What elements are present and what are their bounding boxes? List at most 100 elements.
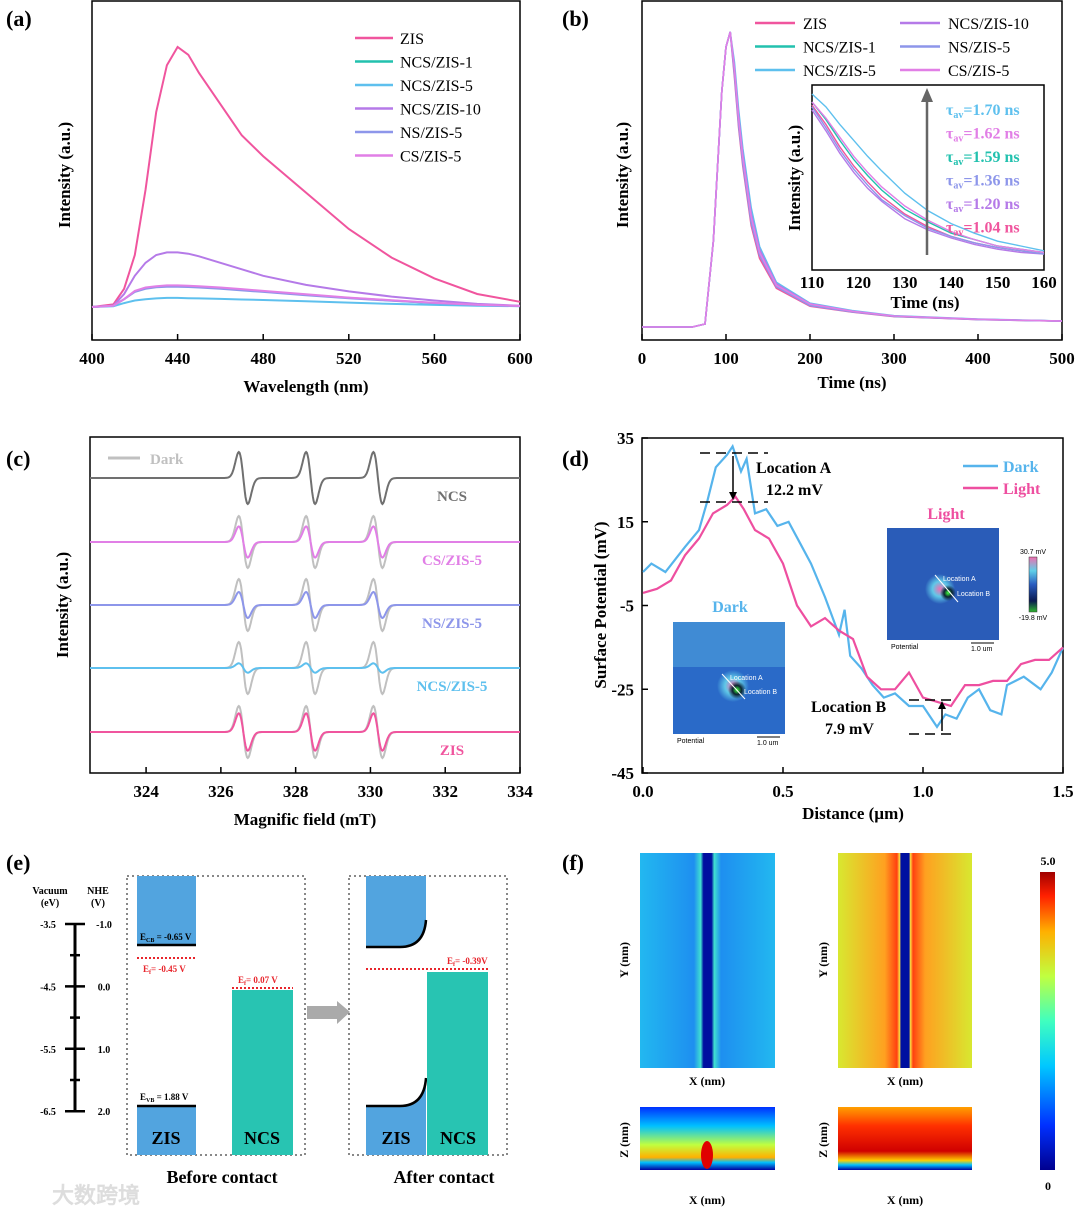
inset-x-tick-label: 120 [846,273,872,292]
series-line-zis [91,45,521,308]
epr-trace-ncs-zis-5 [90,662,520,674]
x-tick-label: 440 [165,349,191,368]
panel-label-a: (a) [6,6,32,31]
afm-spot-b [940,585,956,601]
series-line-light [642,494,1064,708]
vacuum-tick-label: -3.5 [40,920,56,931]
evb-label: EVB = 1.88 V [140,1092,189,1104]
hotspot [701,1141,713,1169]
nhe-tick-label: 2.0 [98,1107,111,1118]
arrow-up-icon [938,701,946,709]
trace-label: NS/ZIS-5 [422,616,482,632]
x-tick-label: 500 [1049,349,1075,368]
y-tick-label: -45 [611,764,634,783]
nhe-tick-label: 1.0 [98,1045,111,1056]
y-axis-label: Y (nm) [816,942,830,978]
y-axis-label: Intensity (a.u.) [53,552,72,658]
legend-label: NS/ZIS-5 [400,125,462,142]
colorbar-max: 5.0 [1041,854,1056,868]
panel-label-e: (e) [6,850,30,875]
legend-label: NCS/ZIS-1 [400,55,473,72]
x-axis-label: X (nm) [689,1074,725,1088]
inset-series-line [811,106,1045,255]
x-tick-label: 480 [250,349,276,368]
x-tick-label: 520 [336,349,362,368]
field-map-xy-after [838,853,972,1068]
arrow-right-icon [307,1006,337,1019]
inset-y-label: Intensity (a.u.) [785,125,804,231]
x-axis-label: Time (ns) [817,373,886,392]
location-a-annotation: Location A 12.2 mV [700,452,832,503]
location-a-label: Location A [943,576,976,583]
x-tick-label: 0 [638,349,647,368]
zis-cb-block [137,876,196,945]
afm-light-inset: Light Location A Location B Potential 1.… [887,506,1048,653]
tau-label: τav=1.59 ns [946,149,1020,168]
ncs-label: NCS [244,1128,280,1148]
x-tick-label: 332 [432,782,458,801]
series-line-dark [642,443,1065,729]
z-axis-label: Z (nm) [617,1122,631,1158]
legend-label: Light [1003,481,1041,498]
epr-trace-cs-zis-5 [90,525,520,559]
before-contact-box [126,875,306,1156]
profile-line [934,574,959,603]
x-tick-label: 1.5 [1052,782,1073,801]
vacuum-tick-label: -4.5 [40,982,56,993]
y-tick-label: 35 [617,429,634,448]
x-tick-label: 0.0 [632,782,653,801]
trace-label: NCS/ZIS-5 [417,679,488,695]
epr-trace-ncs [90,450,520,506]
panel-label-d: (d) [562,446,589,471]
x-tick-label: 1.0 [912,782,933,801]
inset-x-tick-label: 160 [1031,273,1057,292]
legend-label: NCS/ZIS-10 [948,16,1029,33]
inset-x-label: Time (ns) [890,293,959,312]
inset-series-line [811,101,1045,254]
x-tick-label: 100 [713,349,739,368]
x-axis-label: Wavelength (nm) [243,377,368,396]
series-line-ncs-zis-5 [91,296,521,308]
nhe-tick-label: -1.0 [96,920,112,931]
inset-title-light: Light [927,506,965,523]
y-axis-label: Intensity (a.u.) [613,122,632,228]
trace-label: ZIS [440,743,464,759]
inset-chart: 110 120 130 140 150 160 τav=1.70 ns τav=1.62 n… [785,84,1057,312]
x-tick-label: 324 [133,782,159,801]
plot-frame [641,0,1063,341]
cb-band-bending [366,919,428,949]
inset-x-tick-label: 150 [985,273,1011,292]
trace-label: CS/ZIS-5 [422,553,482,569]
y-tick-label: -5 [620,597,634,616]
inset-series-line [811,93,1045,252]
epr-trace-zis [90,712,520,752]
panel-label-f: (f) [562,850,584,875]
inset-x-tick-label: 140 [938,273,964,292]
scale-label: 1.0 um [757,740,779,747]
y-axis-label: Intensity (a.u.) [55,122,74,228]
location-a-label: Location A [730,675,763,682]
profile-line [721,673,746,700]
afm-colorbar [1028,556,1038,613]
band-diagram: Vacuum (eV) NHE (V) -3.5 -1.0 -4.5 0.0 -5.5 1… [32,875,508,1208]
ef-ncs-label: Ef= 0.07 V [238,975,278,987]
legend-label: NCS/ZIS-1 [803,40,876,57]
tau-label: τav=1.04 ns [946,220,1020,239]
series-line-cs-zis-5 [642,31,1063,328]
cbar-min: -19.8 mV [1019,615,1048,622]
zis-label-after: ZIS [381,1128,410,1148]
chart-c: 324 326 328 330 332 334 NCS CS/ZIS-5 NS/ZIS-5 NC… [53,436,533,829]
nhe-unit: (V) [91,898,105,909]
x-axis-label: X (nm) [887,1193,923,1207]
y-tick-label: -25 [611,680,634,699]
trace-label: NCS [437,489,467,505]
vacuum-tick-label: -6.5 [40,1107,56,1118]
location-a-value: 12.2 mV [766,482,823,499]
epr-trace-ns-zis-5 [90,590,520,620]
afm-texture [673,622,785,667]
y-axis-label: Y (nm) [617,942,631,978]
x-tick-label: 326 [208,782,234,801]
x-axis-label: Magnific field (mT) [234,810,377,829]
afm-dark-inset: Dark Location A Location B Potential 1.0… [673,599,785,747]
